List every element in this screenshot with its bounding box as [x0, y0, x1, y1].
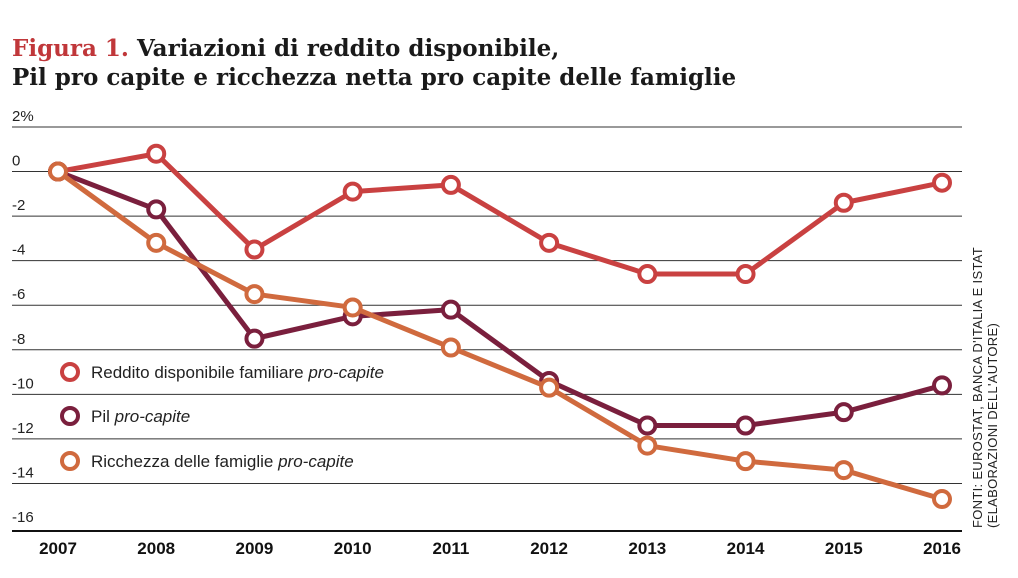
- data-point: [440, 299, 461, 320]
- legend-label-reddito: Reddito disponibile familiare pro-capite: [91, 363, 384, 382]
- data-point: [637, 415, 658, 436]
- data-point: [735, 451, 756, 472]
- y-tick-label: -10: [12, 375, 34, 392]
- data-point: [342, 181, 363, 202]
- title-line-1: Figura 1. Variazioni di reddito disponib…: [12, 34, 912, 63]
- source-note: FONTI: EUROSTAT, BANCA D'ITALIA E ISTAT …: [970, 247, 1000, 528]
- legend-marker-reddito: [60, 362, 80, 382]
- data-point: [539, 377, 560, 398]
- data-point: [244, 239, 265, 260]
- series-line-pil: [55, 169, 945, 429]
- legend-marker-ricchezza: [60, 451, 80, 471]
- data-point: [833, 402, 854, 423]
- y-tick-label: -12: [12, 420, 34, 437]
- data-point: [244, 328, 265, 349]
- data-point: [735, 264, 756, 285]
- legend-label-ricchezza: Ricchezza delle famiglie pro-capite: [91, 452, 354, 471]
- y-tick-label: -6: [12, 286, 25, 303]
- x-tick-label: 2015: [825, 539, 863, 558]
- gridlines: [12, 126, 962, 484]
- y-tick-label: -8: [12, 331, 25, 348]
- x-tick-label: 2013: [628, 539, 666, 558]
- x-tick-label: 2008: [137, 539, 175, 558]
- data-point: [735, 415, 756, 436]
- y-tick-label: -14: [12, 464, 34, 481]
- y-tick-label: -2: [12, 197, 25, 214]
- x-axis: 2007 2008 2009 2010 2011 2012 2013 2014 2015 2016: [12, 530, 962, 558]
- data-point: [932, 172, 952, 193]
- x-tick-label: 2012: [530, 539, 568, 558]
- data-point: [146, 143, 167, 164]
- data-point: [833, 192, 854, 213]
- series-line-ricchezza: [55, 169, 945, 502]
- data-point: [539, 232, 560, 253]
- legend-label-pil: Pil pro-capite: [91, 407, 190, 426]
- figure-label: Figura 1.: [12, 35, 129, 62]
- data-point: [833, 460, 854, 481]
- title-line-2: Pil pro capite e ricchezza netta pro cap…: [12, 64, 737, 91]
- legend: Reddito disponibile familiare pro-capite…: [60, 362, 384, 471]
- series-ricchezza: [48, 161, 952, 510]
- data-point: [637, 435, 658, 456]
- data-point: [440, 174, 461, 195]
- x-tick-label: 2010: [334, 539, 372, 558]
- data-point: [932, 375, 952, 396]
- x-tick-label: 2016: [923, 539, 961, 558]
- series-line-reddito: [55, 151, 945, 277]
- title-text-1: Variazioni di reddito disponibile,: [136, 35, 560, 62]
- y-tick-label: -16: [12, 509, 34, 526]
- y-tick-label: 2%: [12, 108, 34, 125]
- chart-title: Figura 1. Variazioni di reddito disponib…: [12, 34, 912, 92]
- data-point: [932, 489, 952, 510]
- series-reddito: [48, 143, 952, 285]
- series-layer: [48, 143, 952, 510]
- x-tick-label: 2009: [236, 539, 274, 558]
- data-point: [48, 161, 68, 182]
- source-line-1: FONTI: EUROSTAT, BANCA D'ITALIA E ISTAT: [970, 247, 985, 528]
- x-tick-label: 2011: [432, 539, 469, 558]
- source-line-2: (ELABORAZIONI DELL'AUTORE): [985, 323, 1000, 528]
- y-axis-ticks: 2% 0 -2 -4 -6 -8 -10 -12 -14 -16: [12, 108, 34, 526]
- data-point: [342, 297, 363, 318]
- y-tick-label: 0: [12, 153, 20, 170]
- series-pil: [48, 161, 952, 436]
- data-point: [244, 284, 265, 305]
- data-point: [146, 232, 167, 253]
- y-tick-label: -4: [12, 242, 25, 259]
- data-point: [440, 337, 461, 358]
- data-point: [637, 264, 658, 285]
- legend-marker-pil: [60, 406, 80, 426]
- x-tick-label: 2007: [39, 539, 77, 558]
- data-point: [146, 199, 167, 220]
- x-tick-label: 2014: [727, 539, 765, 558]
